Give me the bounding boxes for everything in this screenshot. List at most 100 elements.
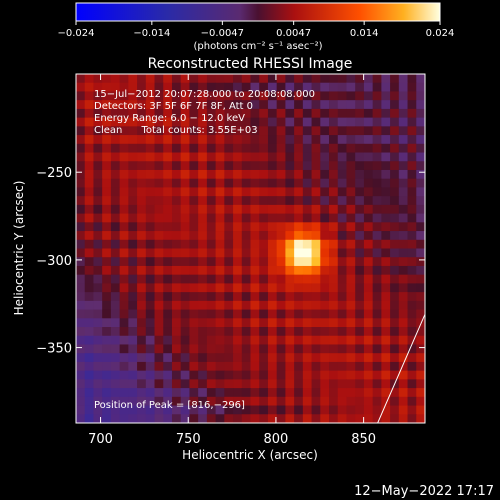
heatmap-cell — [390, 204, 400, 215]
heatmap-cell — [346, 361, 356, 372]
heatmap-cell — [180, 100, 190, 110]
heatmap-cell — [206, 361, 217, 372]
heatmap-cell — [355, 335, 365, 345]
heatmap-cell — [224, 126, 234, 136]
heatmap-cell — [250, 353, 260, 363]
heatmap-cell — [102, 178, 112, 188]
heatmap-cell — [407, 344, 417, 354]
heatmap-cell — [416, 257, 425, 267]
heatmap-cell — [128, 300, 138, 310]
heatmap-cell — [93, 152, 103, 162]
heatmap-cell — [398, 370, 408, 380]
heatmap-cell — [302, 388, 312, 398]
heatmap-cell — [84, 108, 94, 119]
heatmap-cell — [416, 370, 425, 380]
heatmap-cell — [276, 126, 286, 136]
heatmap-cell — [154, 335, 164, 345]
heatmap-cell — [171, 327, 182, 337]
heatmap-cell — [163, 222, 173, 232]
heatmap-cell — [311, 265, 321, 276]
heatmap-cell — [259, 361, 269, 372]
heatmap-cell — [154, 239, 164, 249]
heatmap-cell — [206, 283, 217, 293]
heatmap-cell — [372, 405, 382, 415]
heatmap-cell — [390, 152, 400, 162]
heatmap-cell — [276, 213, 286, 223]
heatmap-cell — [259, 135, 269, 145]
heatmap-cell — [250, 108, 260, 119]
heatmap-cell — [206, 396, 217, 406]
heatmap-cell — [381, 396, 391, 406]
heatmap-cell — [407, 74, 417, 84]
heatmap-cell — [198, 239, 208, 249]
heatmap-cell — [154, 222, 164, 232]
heatmap-cell — [189, 143, 199, 153]
heatmap-cell — [311, 379, 321, 389]
heatmap-cell — [372, 344, 382, 354]
heatmap-cell — [145, 353, 155, 363]
heatmap-cell — [206, 292, 217, 302]
heatmap-cell — [93, 222, 103, 232]
heatmap-cell — [267, 178, 278, 188]
heatmap-cell — [215, 204, 225, 215]
heatmap-cell — [128, 169, 138, 180]
heatmap-cell — [407, 196, 417, 206]
heatmap-cell — [346, 108, 356, 119]
heatmap-cell — [390, 169, 400, 180]
heatmap-cell — [337, 292, 347, 302]
heatmap-cell — [294, 169, 304, 180]
heatmap-cell — [416, 414, 425, 423]
heatmap-cell — [398, 117, 408, 127]
heatmap-cell — [215, 108, 225, 119]
heatmap-cell — [372, 187, 382, 197]
heatmap-cell — [145, 309, 155, 319]
heatmap-cell — [145, 143, 155, 153]
heatmap-cell — [119, 370, 129, 380]
heatmap-cell — [171, 196, 182, 206]
heatmap-cell — [241, 300, 251, 310]
heatmap-cell — [390, 82, 400, 92]
heatmap-cell — [102, 396, 112, 406]
heatmap-cell — [381, 344, 391, 354]
heatmap-cell — [215, 196, 225, 206]
heatmap-cell — [145, 327, 155, 337]
heatmap-cell — [320, 91, 330, 101]
heatmap-cell — [337, 152, 347, 162]
heatmap-cell — [416, 396, 425, 406]
heatmap-cell — [233, 161, 243, 171]
heatmap-cell — [215, 370, 225, 380]
heatmap-cell — [241, 257, 251, 267]
heatmap-cell — [355, 309, 365, 319]
heatmap-cell — [145, 100, 155, 110]
heatmap-cell — [224, 265, 234, 276]
heatmap-cell — [294, 91, 304, 101]
heatmap-cell — [198, 169, 208, 180]
heatmap-cell — [154, 152, 164, 162]
heatmap-cell — [233, 379, 243, 389]
heatmap-cell — [76, 344, 86, 354]
heatmap-cell — [285, 361, 295, 372]
heatmap-cell — [119, 309, 129, 319]
heatmap-cell — [102, 248, 112, 258]
heatmap-cell — [267, 379, 278, 389]
heatmap-cell — [398, 213, 408, 223]
heatmap-cell — [76, 327, 86, 337]
heatmap-cell — [259, 405, 269, 415]
heatmap-cell — [416, 196, 425, 206]
heatmap-cell — [355, 100, 365, 110]
heatmap-cell — [84, 344, 94, 354]
heatmap-cell — [311, 292, 321, 302]
heatmap-cell — [372, 309, 382, 319]
heatmap-cell — [93, 135, 103, 145]
heatmap-cell — [381, 187, 391, 197]
heatmap-cell — [206, 370, 217, 380]
heatmap-cell — [416, 318, 425, 328]
heatmap-cell — [372, 135, 382, 145]
heatmap-cell — [241, 396, 251, 406]
heatmap-cell — [337, 108, 347, 119]
heatmap-cell — [233, 152, 243, 162]
heatmap-cell — [171, 405, 182, 415]
heatmap-cell — [285, 100, 295, 110]
heatmap-cell — [215, 327, 225, 337]
heatmap-cell — [180, 379, 190, 389]
